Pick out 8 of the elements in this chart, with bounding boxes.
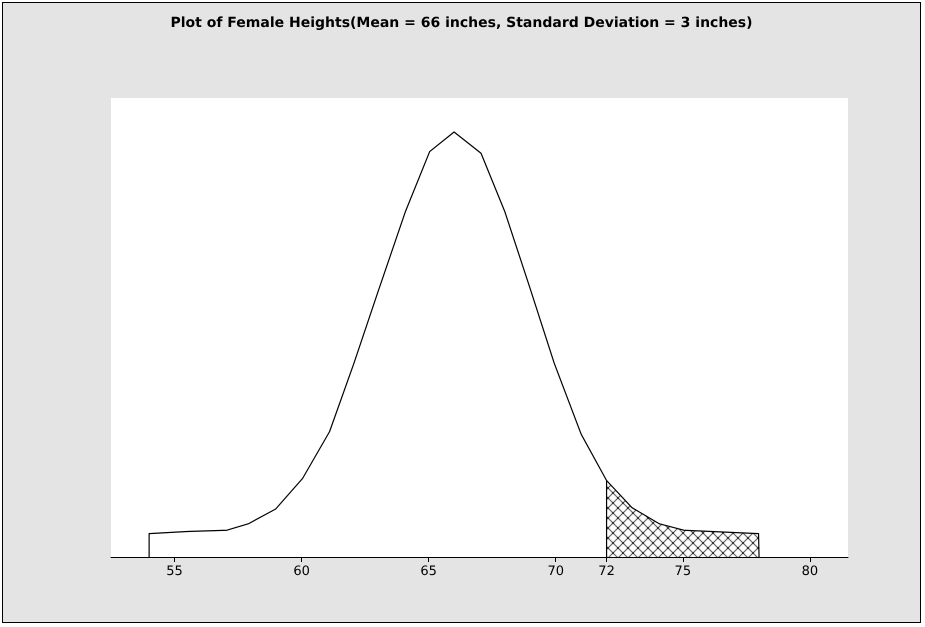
x-tick-label: 60 [293, 564, 310, 579]
x-tick-label: 75 [674, 564, 692, 579]
x-tick-label: 70 [547, 564, 564, 579]
x-tick-label: 55 [166, 564, 183, 579]
x-tick-label: 80 [802, 564, 818, 579]
x-tick-label: 72 [598, 564, 615, 579]
x-tick-label: 65 [420, 564, 437, 579]
chart-title: Plot of Female Heights(Mean = 66 inches, Standard Deviation = 3 inches) [170, 15, 753, 31]
